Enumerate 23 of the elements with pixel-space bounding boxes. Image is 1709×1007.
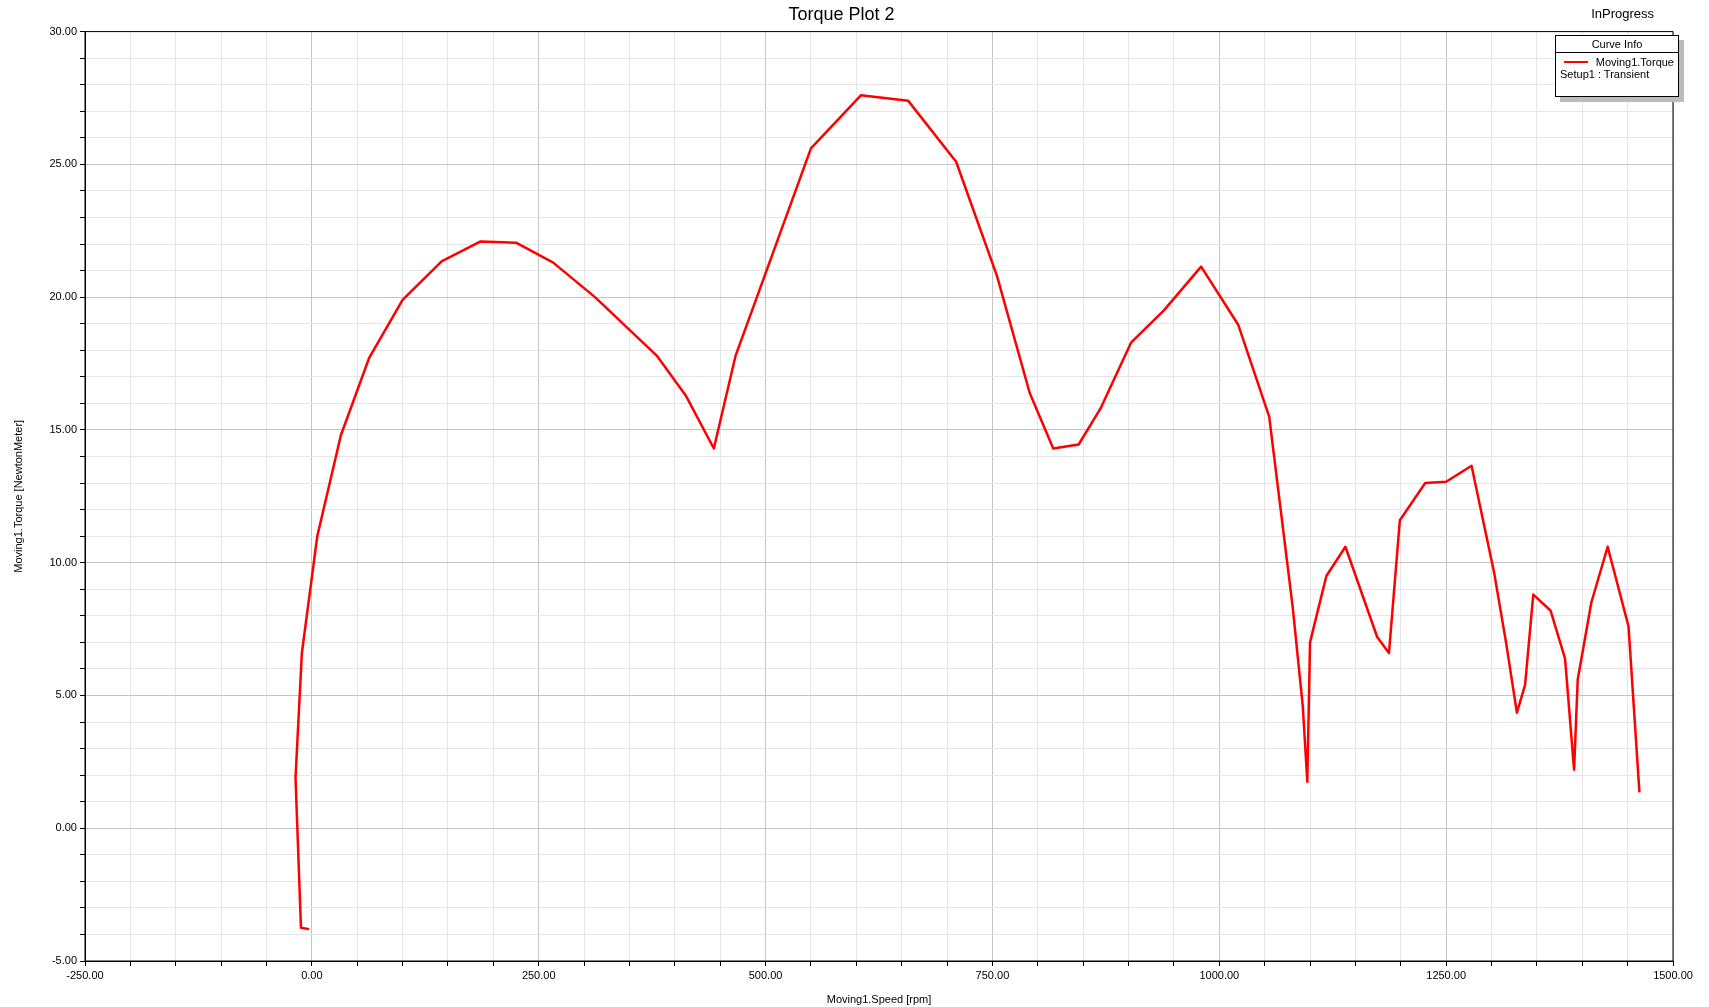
y-tick-label: 30.00 bbox=[49, 24, 77, 37]
x-tick-label: 1000.00 bbox=[1199, 968, 1240, 981]
x-tick-label: 500.00 bbox=[748, 968, 783, 981]
chart-title: Torque Plot 2 bbox=[788, 3, 895, 24]
x-tick-label: 0.00 bbox=[301, 968, 323, 981]
y-axis-title: Moving1.Torque [NewtonMeter] bbox=[11, 419, 24, 573]
y-tick-label: -5.00 bbox=[51, 954, 77, 967]
x-tick-label: 250.00 bbox=[521, 968, 556, 981]
x-axis-title: Moving1.Speed [rpm] bbox=[826, 993, 932, 1006]
y-tick-label: 5.00 bbox=[55, 688, 77, 701]
x-tick-label: 750.00 bbox=[975, 968, 1010, 981]
annotation: Setup1 : Transient bbox=[1559, 68, 1651, 82]
y-tick-label: 25.00 bbox=[49, 157, 77, 170]
x-tick-label: -250.00 bbox=[66, 968, 104, 981]
y-tick-label: 20.00 bbox=[49, 290, 77, 303]
legend-label: Moving1.Torque bbox=[1595, 56, 1674, 68]
legend-title: Curve Info bbox=[1556, 36, 1678, 53]
x-tick-label: 1500.00 bbox=[1653, 968, 1693, 981]
y-tick-label: 10.00 bbox=[49, 555, 77, 568]
y-tick-label: 15.00 bbox=[49, 422, 77, 435]
x-tick-label: 1250.00 bbox=[1426, 968, 1467, 981]
y-tick-label: 0.00 bbox=[55, 821, 77, 834]
text: InProgress bbox=[1591, 6, 1654, 21]
